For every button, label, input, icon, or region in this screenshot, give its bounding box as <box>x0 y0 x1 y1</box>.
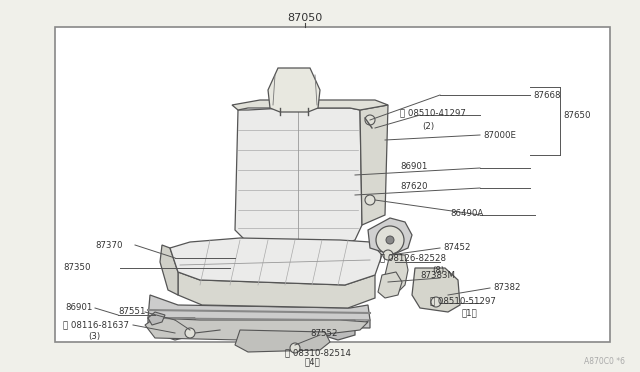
Text: （4）: （4） <box>305 357 321 366</box>
Circle shape <box>386 236 394 244</box>
Text: (2): (2) <box>422 122 434 131</box>
Text: 86901: 86901 <box>65 302 92 311</box>
Polygon shape <box>235 330 330 352</box>
Text: 87050: 87050 <box>287 13 323 23</box>
Polygon shape <box>148 318 370 328</box>
Circle shape <box>383 250 393 260</box>
Polygon shape <box>178 272 375 308</box>
Text: 87350: 87350 <box>63 263 90 273</box>
Text: (3): (3) <box>88 333 100 341</box>
Circle shape <box>365 115 375 125</box>
Text: 86490A: 86490A <box>450 208 483 218</box>
Polygon shape <box>160 318 195 340</box>
Polygon shape <box>360 105 388 225</box>
Text: 87668: 87668 <box>533 90 561 99</box>
Polygon shape <box>148 295 370 328</box>
Polygon shape <box>268 68 320 112</box>
Text: Ⓑ 08126-82528: Ⓑ 08126-82528 <box>380 253 446 263</box>
Text: 87370: 87370 <box>95 241 122 250</box>
Text: Ⓢ 08510-51297: Ⓢ 08510-51297 <box>430 296 496 305</box>
Text: A870C0 *6: A870C0 *6 <box>584 357 625 366</box>
Text: 87551: 87551 <box>118 307 145 315</box>
Polygon shape <box>170 238 382 285</box>
Circle shape <box>365 195 375 205</box>
Text: 87382: 87382 <box>493 282 520 292</box>
Text: 87620: 87620 <box>400 182 428 190</box>
Polygon shape <box>382 254 408 295</box>
Polygon shape <box>368 218 412 255</box>
Text: 87650: 87650 <box>563 110 591 119</box>
Circle shape <box>290 343 300 353</box>
Polygon shape <box>148 312 165 325</box>
Polygon shape <box>378 272 402 298</box>
Text: 87552: 87552 <box>310 328 337 337</box>
Polygon shape <box>160 245 178 295</box>
Text: Ⓑ 08116-81637: Ⓑ 08116-81637 <box>63 321 129 330</box>
Text: 87000E: 87000E <box>483 131 516 140</box>
Text: 87383M: 87383M <box>420 272 455 280</box>
Text: （1）: （1） <box>462 308 477 317</box>
Polygon shape <box>145 318 368 340</box>
Polygon shape <box>322 320 355 340</box>
Circle shape <box>185 328 195 338</box>
Text: Ⓢ 08310-82514: Ⓢ 08310-82514 <box>285 349 351 357</box>
Circle shape <box>376 226 404 254</box>
Text: 87452: 87452 <box>443 243 470 251</box>
Polygon shape <box>232 100 388 110</box>
Text: 86901: 86901 <box>400 161 428 170</box>
Text: (8): (8) <box>432 266 444 276</box>
Circle shape <box>431 297 441 307</box>
Bar <box>55 27 610 342</box>
Text: Ⓢ 08510-41297: Ⓢ 08510-41297 <box>400 109 466 118</box>
Polygon shape <box>235 108 362 248</box>
Polygon shape <box>412 268 460 312</box>
